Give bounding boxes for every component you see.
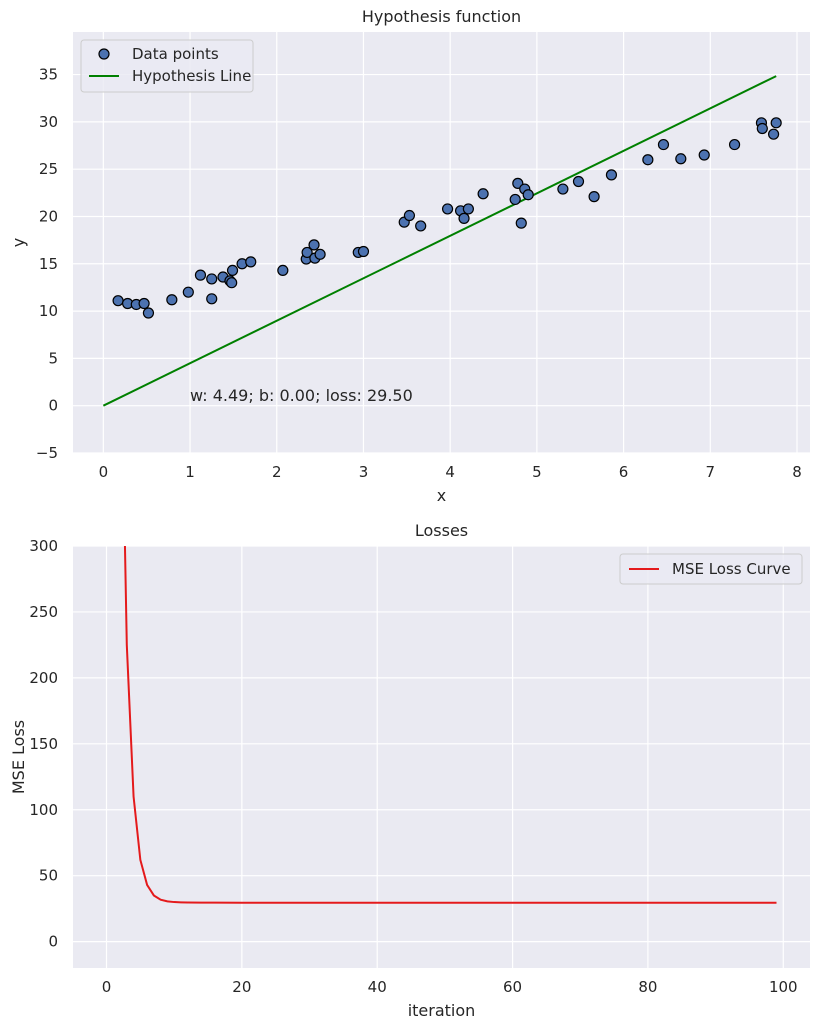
losses-title: Losses (415, 521, 468, 540)
data-point (415, 220, 427, 232)
data-point (314, 248, 326, 260)
data-point (642, 154, 654, 166)
y-tick-label: 250 (29, 603, 58, 621)
y-tick-label: 300 (29, 537, 58, 555)
hypothesis-legend-box (80, 39, 254, 93)
y-tick-label: 10 (39, 302, 58, 320)
data-point (182, 286, 194, 298)
data-point (657, 138, 670, 151)
losses-legend: MSE Loss Curve (619, 553, 803, 585)
y-tick-label: 0 (48, 397, 58, 415)
hypothesis-chart: 0 1 2 3 4 5 6 7 8 −5 0 5 10 15 20 25 30 35 Hypothesis fun… (9, 7, 810, 505)
data-point (572, 175, 585, 188)
data-point (588, 191, 600, 203)
y-tick-label: 35 (39, 66, 58, 84)
data-point (245, 256, 257, 268)
losses-x-axis-label: iteration (408, 1001, 476, 1020)
data-point (522, 189, 534, 201)
y-tick-label: 100 (29, 801, 58, 819)
data-point (194, 269, 207, 281)
data-point (206, 273, 218, 285)
data-point (403, 209, 416, 222)
losses-grid (73, 545, 810, 968)
data-point (458, 212, 470, 224)
data-point (142, 307, 155, 319)
x-tick-label: 2 (272, 463, 282, 481)
x-tick-label: 0 (102, 978, 112, 996)
hypothesis-plot-area (73, 32, 810, 453)
hypothesis-tick-labels: 0 1 2 3 4 5 6 7 8 −5 0 5 10 15 20 25 30 35 (36, 66, 802, 481)
data-point (226, 277, 238, 289)
data-point (308, 239, 320, 251)
hypothesis-x-axis-label: x (437, 486, 446, 505)
losses-chart: 0 20 40 60 80 100 0 50 100 150 200 250 300 Losses it… (9, 521, 810, 1020)
hypothesis-legend: Data points Hypothesis Line (80, 39, 254, 93)
data-point (206, 293, 218, 305)
data-point (226, 264, 239, 277)
x-tick-label: 40 (368, 978, 387, 996)
y-tick-label: 200 (29, 669, 58, 687)
data-point (728, 138, 741, 151)
y-tick-label: 0 (48, 933, 58, 951)
data-point (756, 122, 768, 135)
x-tick-label: 80 (638, 978, 657, 996)
data-point (462, 203, 474, 215)
y-tick-label: 150 (29, 735, 58, 753)
data-point (675, 153, 687, 165)
x-tick-label: 6 (619, 463, 629, 481)
y-tick-label: 20 (39, 207, 58, 225)
data-point (138, 297, 150, 310)
y-tick-label: 5 (48, 349, 58, 367)
hypothesis-marks (102, 75, 782, 407)
x-tick-label: 5 (532, 463, 542, 481)
y-tick-label: 50 (39, 867, 58, 885)
y-tick-label: 15 (39, 255, 58, 273)
hypothesis-line (102, 75, 777, 407)
data-point (301, 246, 313, 259)
data-point (698, 149, 710, 161)
data-point (441, 203, 454, 215)
hypothesis-annotation: w: 4.49; b: 0.00; loss: 29.50 (190, 386, 413, 405)
losses-plot-area (73, 546, 810, 968)
legend-label-hypothesis-line: Hypothesis Line (132, 67, 251, 85)
losses-y-axis-label: MSE Loss (9, 720, 28, 794)
y-tick-label: −5 (36, 444, 58, 462)
losses-tick-labels: 0 20 40 60 80 100 0 50 100 150 200 250 300 (29, 537, 797, 996)
x-tick-label: 7 (706, 463, 716, 481)
data-point (357, 245, 370, 258)
x-tick-label: 0 (99, 463, 109, 481)
data-point (515, 217, 527, 229)
legend-marker-data-points (98, 48, 110, 60)
data-point (770, 117, 782, 129)
data-point (477, 188, 489, 200)
x-tick-label: 100 (769, 978, 798, 996)
mse-loss-curve (123, 546, 777, 904)
x-tick-label: 1 (185, 463, 195, 481)
hypothesis-grid (73, 32, 810, 454)
data-point (166, 294, 178, 306)
data-point (112, 295, 124, 307)
x-tick-label: 4 (445, 463, 455, 481)
hypothesis-y-axis-label: y (9, 238, 28, 247)
y-tick-label: 30 (39, 113, 58, 131)
x-tick-label: 60 (503, 978, 522, 996)
hypothesis-title: Hypothesis function (362, 7, 521, 26)
y-tick-label: 25 (39, 160, 58, 178)
data-point (277, 264, 289, 277)
data-point (605, 169, 618, 181)
x-tick-label: 20 (232, 978, 251, 996)
legend-label-mse-loss-curve: MSE Loss Curve (672, 560, 791, 578)
x-tick-label: 3 (359, 463, 369, 481)
x-tick-label: 8 (792, 463, 802, 481)
data-point (767, 128, 780, 140)
losses-legend-box (619, 553, 803, 585)
data-point (509, 193, 521, 206)
data-point (557, 183, 569, 195)
legend-label-data-points: Data points (132, 45, 219, 63)
losses-marks (123, 546, 777, 904)
